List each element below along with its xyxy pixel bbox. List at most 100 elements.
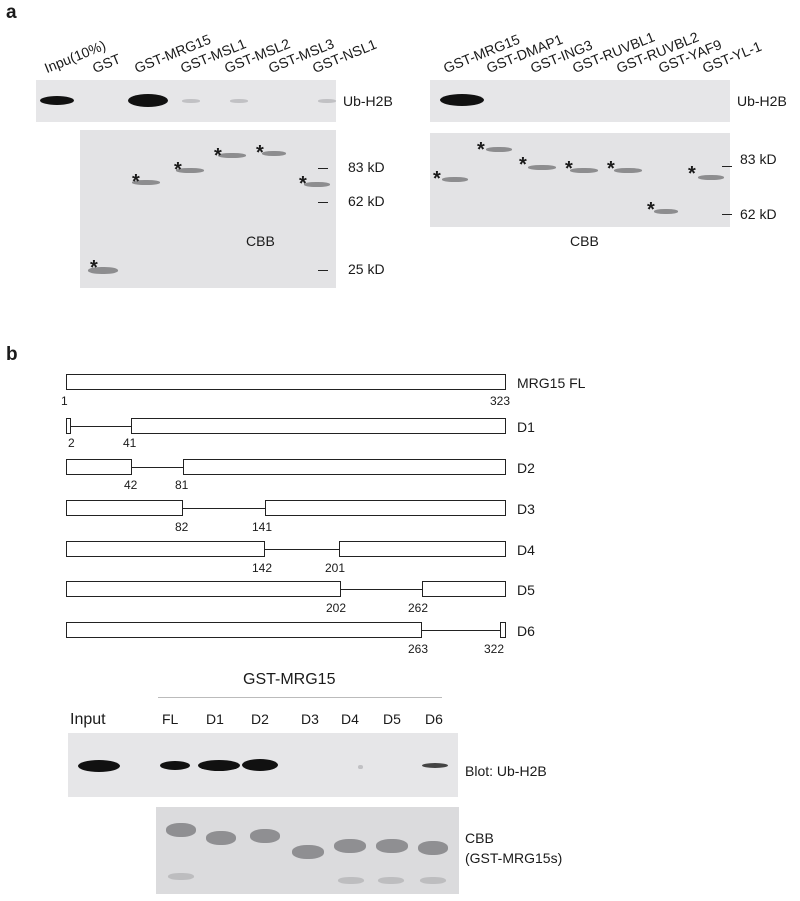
blot-band-faint — [230, 99, 248, 103]
marker-label: 83 kD — [348, 159, 385, 175]
deletion-start: 82 — [175, 520, 189, 534]
construct-bar — [66, 500, 183, 516]
marker-tick — [722, 214, 732, 215]
blot-band-mrg15 — [128, 94, 168, 107]
band-star: * — [607, 158, 615, 180]
blot-band-faint — [182, 99, 200, 103]
lane-label: FL — [162, 711, 179, 727]
deletion-line — [132, 467, 183, 468]
gel-band — [418, 841, 448, 855]
band-star: * — [647, 199, 655, 221]
pulldown-gel-label: CBB — [465, 830, 494, 846]
marker-tick — [318, 202, 328, 203]
construct-bar — [66, 541, 265, 557]
pulldown-western-blot — [68, 733, 458, 797]
panel-b-letter: b — [6, 344, 18, 365]
deletion-start: 202 — [326, 601, 347, 615]
gel-band — [570, 168, 598, 173]
construct-bar — [66, 418, 71, 434]
blot-band-faint — [318, 99, 336, 103]
band-star: * — [433, 168, 441, 190]
gel-band — [334, 839, 366, 853]
gel-band — [218, 153, 246, 158]
right-gel-label: CBB — [570, 233, 599, 249]
deletion-end: 81 — [175, 478, 189, 492]
right-cbb-gel — [430, 133, 730, 227]
construct-label: D3 — [517, 501, 535, 517]
blot-band — [422, 763, 448, 768]
lane-label: D2 — [251, 711, 269, 727]
deletion-end: 41 — [123, 436, 137, 450]
construct-label: D5 — [517, 582, 535, 598]
gel-band — [88, 267, 118, 274]
gel-band-faint — [420, 877, 446, 884]
construct-label: D2 — [517, 460, 535, 476]
gel-band — [442, 177, 468, 182]
construct-bar — [183, 459, 506, 475]
construct-bar — [66, 581, 341, 597]
lane-label: D6 — [425, 711, 443, 727]
construct-bar — [131, 418, 506, 434]
deletion-end: 322 — [484, 642, 505, 656]
right-western-blot — [430, 80, 730, 122]
gel-band — [304, 182, 330, 187]
band-star: * — [256, 142, 264, 164]
blot-band-input — [40, 96, 74, 105]
construct-bar — [66, 374, 506, 390]
residue-start: 1 — [61, 394, 68, 408]
marker-tick — [318, 270, 328, 271]
deletion-line — [341, 589, 422, 590]
construct-label: D4 — [517, 542, 535, 558]
blot-band-mrg15 — [440, 94, 484, 106]
blot-band — [198, 760, 240, 771]
gel-band — [262, 151, 286, 156]
deletion-line — [71, 426, 131, 427]
left-cbb-gel — [80, 130, 336, 288]
band-star: * — [214, 145, 222, 167]
deletion-line — [422, 630, 500, 631]
left-western-blot — [36, 80, 336, 122]
gel-band — [376, 839, 408, 853]
lane-label: D1 — [206, 711, 224, 727]
lane-label: D5 — [383, 711, 401, 727]
blot-band — [242, 759, 278, 771]
pulldown-gel-sublabel: (GST-MRG15s) — [465, 850, 563, 866]
marker-label: 62 kD — [740, 206, 777, 222]
left-gel-label: CBB — [246, 233, 275, 249]
deletion-end: 141 — [252, 520, 273, 534]
deletion-line — [183, 508, 265, 509]
gel-band — [614, 168, 642, 173]
pulldown-header: GST-MRG15 — [243, 671, 336, 688]
lane-label: D4 — [341, 711, 359, 727]
deletion-start: 263 — [408, 642, 429, 656]
deletion-line — [265, 549, 339, 550]
band-star: * — [477, 139, 485, 161]
left-blot-label: Ub-H2B — [343, 93, 393, 109]
blot-band — [160, 761, 190, 770]
deletion-end: 201 — [325, 561, 346, 575]
right-blot-label: Ub-H2B — [737, 93, 787, 109]
band-star: * — [565, 158, 573, 180]
pulldown-header-rule — [158, 697, 442, 698]
panel-a-letter: a — [6, 2, 17, 23]
gel-band — [292, 845, 324, 859]
gel-band-faint — [378, 877, 404, 884]
construct-bar — [66, 459, 132, 475]
deletion-start: 42 — [124, 478, 138, 492]
lane-label: D3 — [301, 711, 319, 727]
gel-band — [206, 831, 236, 845]
pulldown-blot-label: Blot: Ub-H2B — [465, 763, 547, 779]
deletion-start: 142 — [252, 561, 273, 575]
band-star: * — [90, 257, 98, 279]
construct-bar — [500, 622, 506, 638]
band-star: * — [174, 159, 182, 181]
construct-bar — [339, 541, 506, 557]
residue-end: 323 — [490, 394, 511, 408]
pulldown-cbb-gel — [156, 807, 459, 894]
construct-bar — [422, 581, 506, 597]
band-star: * — [688, 163, 696, 185]
band-star: * — [132, 171, 140, 193]
gel-band — [132, 180, 160, 185]
blot-band-faint — [358, 765, 363, 769]
gel-band — [528, 165, 556, 170]
